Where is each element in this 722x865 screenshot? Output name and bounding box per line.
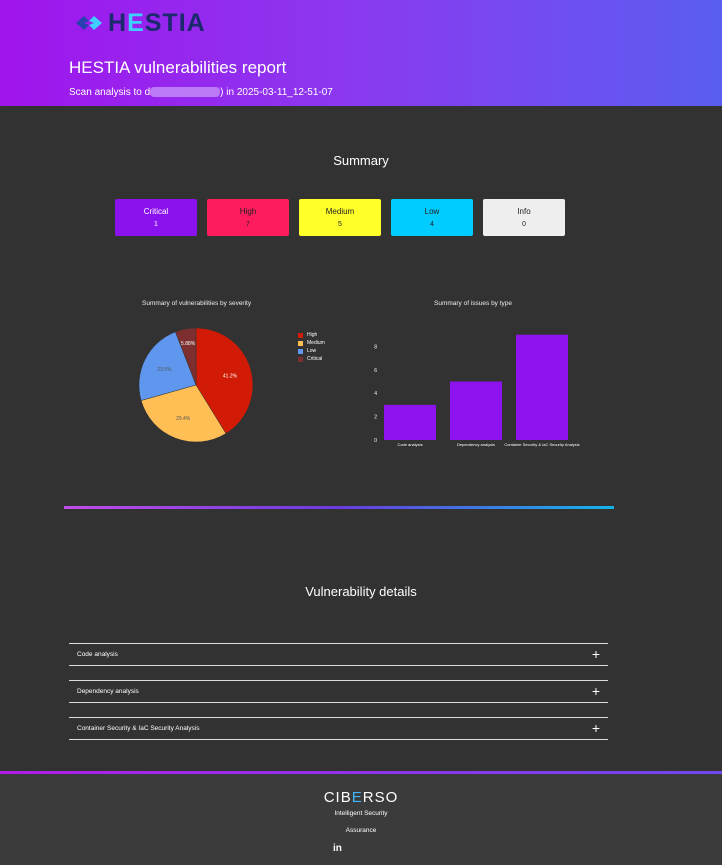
accordion-code-analysis[interactable]: Code analysis +	[69, 643, 608, 666]
card-high: High 7	[207, 199, 289, 236]
linkedin-icon[interactable]: in	[333, 843, 342, 854]
bar-3	[516, 334, 568, 440]
pie-value-label: 29.4%	[176, 416, 191, 422]
page-title: HESTIA vulnerabilities report	[69, 58, 287, 77]
severity-pie-chart: 41.2% 29.4% 23.5% 5.88%	[138, 327, 254, 443]
accordion-label: Code analysis	[77, 651, 118, 658]
pie-value-label: 23.5%	[157, 367, 172, 373]
accordion-label: Container Security & IaC Security Analys…	[77, 725, 200, 732]
legend-item-critical: Critical	[298, 355, 325, 363]
pie-value-label: 5.88%	[181, 341, 196, 347]
report-header: HESTIA HESTIA vulnerabilities report Sca…	[0, 0, 722, 106]
legend-swatch	[298, 356, 303, 362]
hestia-logo: HESTIA	[74, 8, 206, 37]
section-divider	[64, 506, 614, 509]
legend-swatch	[298, 348, 303, 354]
pie-slice-medium	[140, 384, 227, 443]
hestia-logo-icon	[76, 16, 102, 30]
card-low: Low 4	[391, 199, 473, 236]
bar-chart-title: Summary of issues by type	[434, 300, 513, 307]
card-info: Info 0	[483, 199, 565, 236]
accordion-label: Dependency analysis	[77, 688, 139, 695]
pie-slice-high	[195, 327, 254, 434]
x-tick-label: Dependency analysis	[457, 442, 495, 447]
pie-chart-title: Summary of vulnerabilities by severity	[142, 300, 252, 307]
card-critical: Critical 1	[115, 199, 197, 236]
legend-label: Low	[307, 348, 317, 354]
footer-divider	[0, 771, 722, 774]
card-medium: Medium 5	[299, 199, 381, 236]
y-tick-label: 8	[374, 344, 377, 350]
plus-icon[interactable]: +	[591, 646, 600, 662]
scan-subtitle: Scan analysis to d) in 2025-03-11_12-51-…	[69, 87, 333, 98]
y-tick-label: 0	[374, 438, 377, 444]
footer: CIBERSO Intelligent Security Assurance i…	[0, 774, 722, 865]
bar-2	[450, 381, 502, 440]
legend-item-low: Low	[298, 347, 325, 355]
accordion-dependency-analysis[interactable]: Dependency analysis +	[69, 680, 608, 703]
x-tick-label: Container Security & IaC Security Analys…	[504, 442, 579, 447]
pie-legend: High Medium Low Critical	[298, 331, 325, 363]
summary-title: Summary	[333, 153, 389, 168]
pie-slice-critical	[175, 327, 197, 386]
legend-label: Critical	[307, 356, 323, 362]
pie-value-label: 41.2%	[223, 373, 238, 379]
plus-icon[interactable]: +	[591, 683, 600, 699]
y-tick-label: 6	[374, 368, 377, 374]
pie-slice-low	[138, 331, 197, 401]
y-tick-label: 4	[374, 391, 377, 397]
redacted-target	[150, 87, 221, 98]
y-tick-label: 2	[374, 415, 377, 421]
logo-text: HESTIA	[108, 8, 206, 37]
plus-icon[interactable]: +	[591, 720, 600, 736]
legend-swatch	[298, 332, 303, 338]
accordion-container-security[interactable]: Container Security & IaC Security Analys…	[69, 717, 608, 740]
legend-swatch	[298, 340, 303, 346]
details-title: Vulnerability details	[305, 584, 417, 599]
legend-item-medium: Medium	[298, 339, 325, 347]
issues-bar-chart: 0 2 4 6 8 Code analysis Dependency analysis Con…	[374, 334, 580, 447]
x-tick-label: Code analysis	[397, 442, 422, 447]
legend-label: Medium	[307, 340, 325, 346]
bar-1	[384, 404, 436, 440]
footer-tagline: Intelligent Security	[334, 810, 388, 817]
legend-label: High	[307, 332, 318, 338]
footer-tagline-2: Assurance	[345, 827, 377, 834]
legend-item-high: High	[298, 331, 325, 339]
severity-cards: Critical 1 High 7 Medium 5 Low 4 Info 0	[115, 199, 565, 236]
ciberso-logo: CIBERSO	[323, 789, 399, 806]
